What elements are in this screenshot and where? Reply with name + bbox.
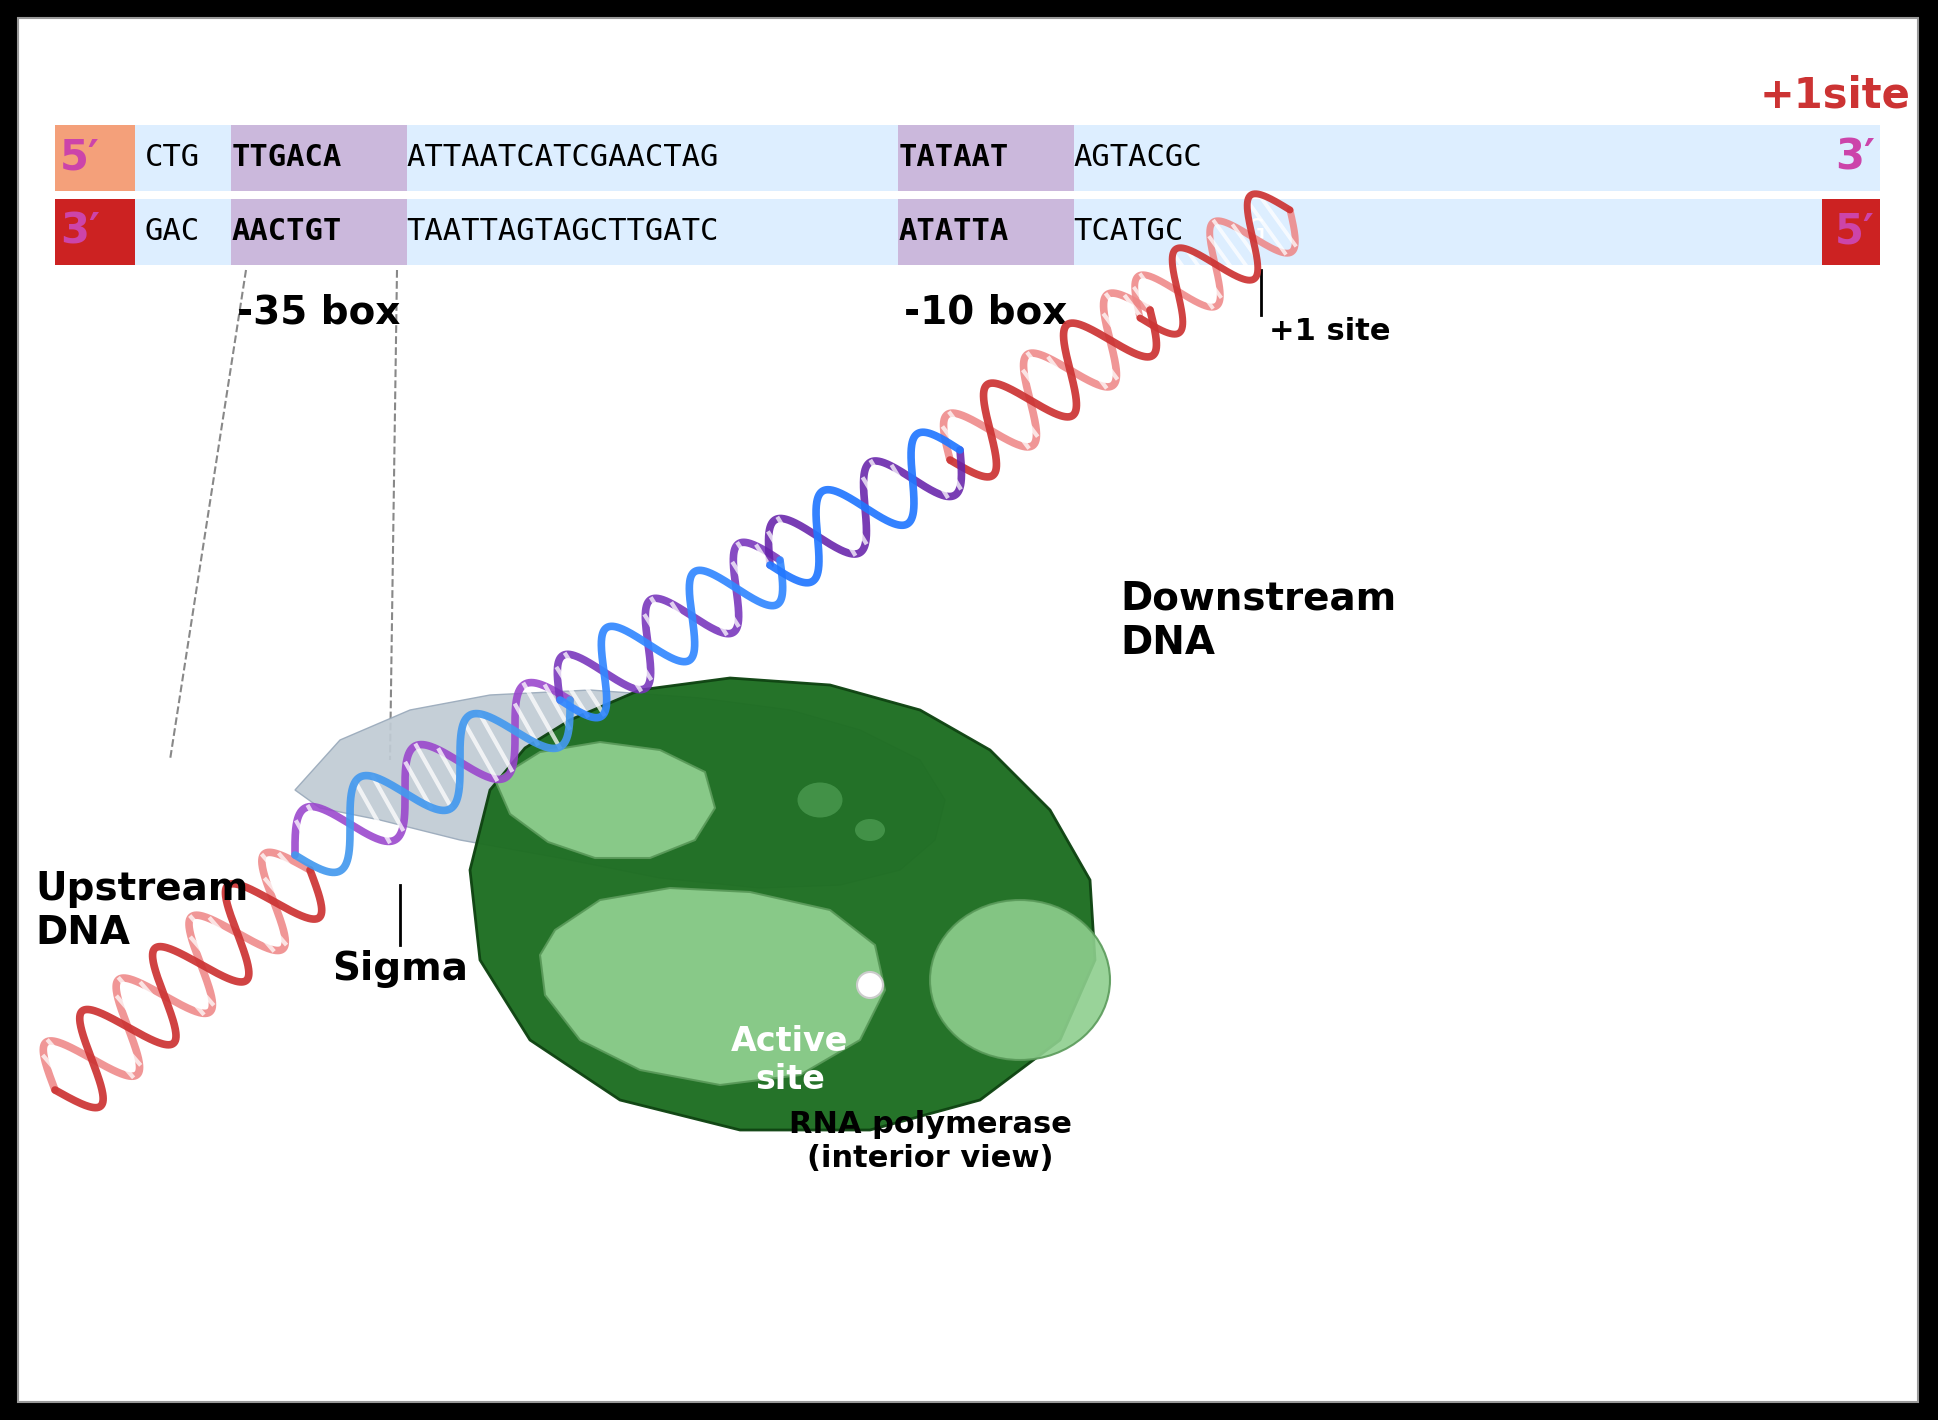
Text: TATAAT: TATAAT xyxy=(899,143,1010,172)
Text: Downstream
DNA: Downstream DNA xyxy=(1120,579,1395,662)
Ellipse shape xyxy=(930,900,1110,1059)
Bar xyxy=(136,125,1880,192)
Polygon shape xyxy=(295,690,946,888)
Text: Sigma: Sigma xyxy=(331,950,467,988)
Text: +1 site: +1 site xyxy=(1269,317,1391,346)
Text: +1site: +1site xyxy=(1760,75,1911,116)
Polygon shape xyxy=(471,677,1095,1130)
Text: ATTAATCATCGAACTAG: ATTAATCATCGAACTAG xyxy=(405,143,719,172)
Text: AGTACGC: AGTACGC xyxy=(1074,143,1202,172)
Ellipse shape xyxy=(855,819,886,841)
Text: -35 box: -35 box xyxy=(236,293,401,331)
Bar xyxy=(54,199,136,266)
Ellipse shape xyxy=(798,782,843,818)
Polygon shape xyxy=(541,888,886,1085)
Text: TTGACA: TTGACA xyxy=(233,143,343,172)
Text: -10 box: -10 box xyxy=(905,293,1068,331)
Text: 5′: 5′ xyxy=(1835,212,1874,253)
Text: G: G xyxy=(1246,217,1266,247)
Text: Upstream
DNA: Upstream DNA xyxy=(35,870,248,951)
Text: GAC: GAC xyxy=(145,217,200,247)
Text: ATATTA: ATATTA xyxy=(899,217,1010,247)
Text: RNA polymerase
(interior view): RNA polymerase (interior view) xyxy=(789,1110,1072,1173)
Bar xyxy=(897,199,1074,266)
Text: TAATTAGTAGCTTGATC: TAATTAGTAGCTTGATC xyxy=(405,217,719,247)
Bar xyxy=(1822,199,1880,266)
Bar xyxy=(231,199,407,266)
Circle shape xyxy=(857,973,884,998)
Bar xyxy=(231,125,407,192)
Text: 3′: 3′ xyxy=(60,212,101,253)
Text: CTG: CTG xyxy=(145,143,200,172)
Text: 3′: 3′ xyxy=(1835,136,1874,179)
Bar xyxy=(54,125,136,192)
Text: Active
site: Active site xyxy=(731,1025,849,1096)
Bar xyxy=(897,125,1074,192)
Text: TCATGC: TCATGC xyxy=(1074,217,1184,247)
Bar xyxy=(136,199,1822,266)
Polygon shape xyxy=(494,743,715,858)
Text: 5′: 5′ xyxy=(60,136,101,179)
Text: AACTGT: AACTGT xyxy=(233,217,343,247)
